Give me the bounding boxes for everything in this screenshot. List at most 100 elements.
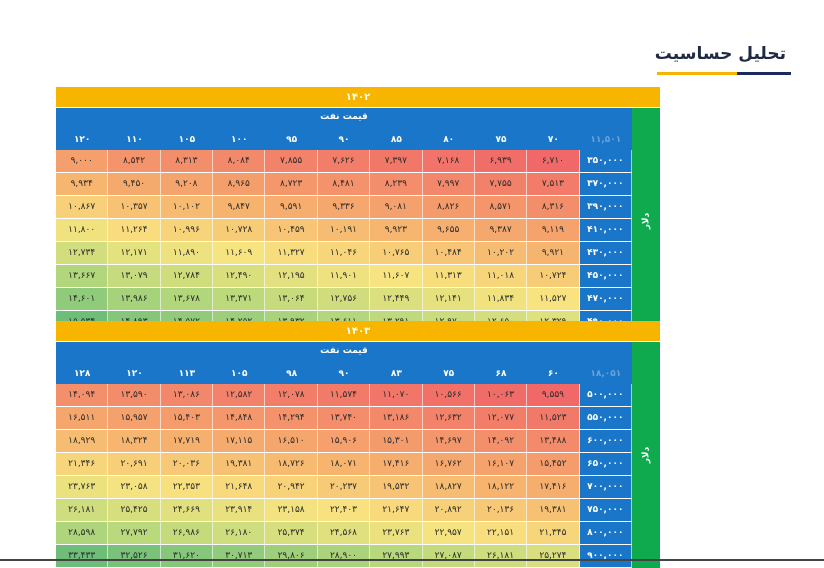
- value-cell: ۳۲,۵۲۶: [108, 545, 161, 567]
- dollar-label: دلار: [640, 212, 651, 230]
- value-cell: ۱۱,۵۲۳: [527, 407, 580, 429]
- sensitivity-table-1403: ۱۴۰۳ قیمت نفت ۱۲۸ ۱۲۰ ۱۱۳ ۱۰۵ ۹۸ ۹۰ ۸۳ ۷۵ ۶۸ ۶۰ ۱۸,۰…: [56, 321, 660, 568]
- value-cell: ۱۲,۱۷۱: [108, 242, 161, 264]
- value-cell: ۱۸,۰۷۱: [317, 453, 371, 475]
- value-cell: ۱۱,۶۰۷: [370, 265, 423, 287]
- value-cell: ۹,۹۲۳: [370, 219, 423, 241]
- row-label: ۷۰۰,۰۰۰: [579, 476, 632, 498]
- row-label: ۶۰۰,۰۰۰: [579, 430, 632, 452]
- value-cell: ۲۳,۷۶۳: [56, 476, 109, 498]
- value-cell: ۹,۸۴۷: [213, 196, 266, 218]
- corner-value: ۱۸,۰۵۱: [590, 368, 622, 379]
- value-cell: ۱۰,۸۶۷: [56, 196, 109, 218]
- value-cell: ۹,۴۵۰: [108, 173, 161, 195]
- value-cell: ۲۶,۱۸۱: [56, 499, 109, 521]
- value-cell: ۷,۹۹۷: [422, 173, 475, 195]
- value-cell: ۹,۱۱۹: [527, 219, 580, 241]
- value-cell: ۹,۲۰۸: [160, 173, 214, 195]
- value-cell: ۱۱,۳۱۳: [422, 265, 475, 287]
- row-label: ۷۵۰,۰۰۰: [579, 499, 632, 521]
- value-cell: ۱۱,۰۴۶: [317, 242, 371, 264]
- column-header: قیمت نفت ۱۲۸ ۱۲۰ ۱۱۳ ۱۰۵ ۹۸ ۹۰ ۸۳ ۷۵ ۶۸ ۶۰ ۱۸,۰۵۱: [56, 342, 632, 384]
- value-cell: ۳۳,۴۳۳: [56, 545, 109, 567]
- value-cell: ۱۱,۵۲۷: [527, 288, 580, 310]
- value-cell: ۱۰,۲۰۲: [474, 242, 528, 264]
- sensitivity-table-1402: ۱۴۰۲ قیمت نفت ۱۲۰ ۱۱۰ ۱۰۵ ۱۰۰ ۹۵ ۹۰ ۸۵ ۸۰ ۷۵ ۷۰ ۱۱,۵…: [56, 87, 660, 334]
- column-label: ۱۱۳: [178, 368, 196, 379]
- column-label: ۶۸: [495, 368, 507, 379]
- column-label: ۷۵: [495, 134, 507, 145]
- value-cell: ۹,۵۵۹: [527, 384, 580, 406]
- column-label: ۸۰: [443, 134, 455, 145]
- value-cell: ۸,۳۱۶: [527, 196, 580, 218]
- value-cell: ۱۰,۷۲۸: [213, 219, 266, 241]
- year-header: ۱۴۰۳: [56, 321, 660, 341]
- value-cell: ۱۰,۵۶۶: [422, 384, 475, 406]
- value-cell: ۱۲,۵۸۲: [213, 384, 266, 406]
- value-cell: ۱۸,۷۲۶: [265, 453, 318, 475]
- row-label: ۵۰۰,۰۰۰: [579, 384, 632, 406]
- value-cell: ۱۹,۳۸۱: [213, 453, 266, 475]
- value-cell: ۱۲,۴۴۹: [370, 288, 423, 310]
- table-row: ۲۶,۱۸۱ ۲۵,۴۲۵ ۲۴,۶۶۹ ۲۳,۹۱۴ ۲۳,۱۵۸ ۲۲,۴۰۳ ۲۱,۶…: [56, 499, 632, 522]
- value-cell: ۹,۵۹۱: [265, 196, 318, 218]
- value-cell: ۱۳,۵۹۰: [108, 384, 161, 406]
- value-cell: ۱۳,۴۸۸: [527, 430, 580, 452]
- value-cell: ۲۰,۹۴۲: [265, 476, 318, 498]
- value-cell: ۸,۳۱۳: [160, 150, 214, 172]
- page-title: تحلیل حساسیت: [654, 44, 786, 64]
- value-cell: ۳۰,۷۱۳: [213, 545, 266, 567]
- table-row: ۱۰,۸۶۷ ۱۰,۳۵۷ ۱۰,۱۰۲ ۹,۸۴۷ ۹,۵۹۱ ۹,۳۳۶ ۹,۰۸۱ ۸,…: [56, 196, 632, 219]
- value-cell: ۲۰,۶۹۱: [108, 453, 161, 475]
- table-row: ۹,۹۳۴ ۹,۴۵۰ ۹,۲۰۸ ۸,۹۶۵ ۸,۷۲۳ ۸,۴۸۱ ۸,۲۳۹ ۷,۹۹۷…: [56, 173, 632, 196]
- value-cell: ۱۶,۵۱۱: [56, 407, 109, 429]
- value-cell: ۱۰,۰۶۳: [474, 384, 528, 406]
- value-cell: ۱۲,۰۷۷: [474, 407, 528, 429]
- value-cell: ۱۶,۵۱۰: [265, 430, 318, 452]
- value-cell: ۲۷,۰۸۷: [422, 545, 475, 567]
- value-cell: ۲۸,۹۰۰: [317, 545, 371, 567]
- column-label: ۹۰: [338, 134, 350, 145]
- value-cell: ۲۲,۱۵۱: [474, 522, 528, 544]
- value-cell: ۱۳,۳۷۱: [213, 288, 266, 310]
- title-underline: [657, 72, 791, 75]
- value-cell: ۱۸,۳۲۴: [108, 430, 161, 452]
- value-cell: ۱۴,۰۹۴: [56, 384, 109, 406]
- table-row: ۱۶,۵۱۱ ۱۵,۹۵۷ ۱۵,۴۰۳ ۱۴,۸۴۸ ۱۴,۲۹۴ ۱۳,۷۴۰ ۱۳,۱…: [56, 407, 632, 430]
- value-cell: ۱۲,۷۸۴: [160, 265, 214, 287]
- value-cell: ۱۷,۴۱۶: [527, 476, 580, 498]
- value-cell: ۱۳,۶۶۷: [56, 265, 109, 287]
- value-cell: ۲۶,۹۸۶: [160, 522, 214, 544]
- value-cell: ۸,۵۴۲: [108, 150, 161, 172]
- table-row: ۱۲,۷۳۴ ۱۲,۱۷۱ ۱۱,۸۹۰ ۱۱,۶۰۹ ۱۱,۳۲۷ ۱۱,۰۴۶ ۱۰,۷…: [56, 242, 632, 265]
- value-cell: ۲۲,۴۰۳: [317, 499, 371, 521]
- value-cell: ۹,۹۳۴: [56, 173, 109, 195]
- value-cell: ۱۱,۸۹۰: [160, 242, 214, 264]
- value-cell: ۱۲,۱۹۵: [265, 265, 318, 287]
- column-label: ۹۵: [286, 134, 298, 145]
- value-cell: ۸,۸۲۶: [422, 196, 475, 218]
- value-cell: ۱۲,۱۴۱: [422, 288, 475, 310]
- value-cell: ۱۰,۳۵۷: [108, 196, 161, 218]
- value-cell: ۹,۰۰۰: [56, 150, 109, 172]
- value-cell: ۲۵,۴۲۵: [108, 499, 161, 521]
- value-cell: ۲۰,۰۳۶: [160, 453, 214, 475]
- value-cell: ۸,۹۶۵: [213, 173, 266, 195]
- value-cell: ۲۹,۸۰۶: [265, 545, 318, 567]
- value-cell: ۶,۹۳۹: [474, 150, 528, 172]
- value-cell: ۱۸,۹۲۹: [56, 430, 109, 452]
- value-cell: ۹,۳۸۷: [474, 219, 528, 241]
- table-row: ۲۳,۷۶۳ ۲۳,۰۵۸ ۲۲,۳۵۳ ۲۱,۶۴۸ ۲۰,۹۴۲ ۲۰,۲۳۷ ۱۹,۵…: [56, 476, 632, 499]
- value-cell: ۱۱,۳۲۷: [265, 242, 318, 264]
- value-cell: ۲۷,۹۹۳: [370, 545, 423, 567]
- value-cell: ۲۲,۳۵۳: [160, 476, 214, 498]
- column-header: قیمت نفت ۱۲۰ ۱۱۰ ۱۰۵ ۱۰۰ ۹۵ ۹۰ ۸۵ ۸۰ ۷۵ ۷۰ ۱۱,۵۰۱: [56, 108, 632, 150]
- value-grid: ۹,۰۰۰ ۸,۵۴۲ ۸,۳۱۳ ۸,۰۸۴ ۷,۸۵۵ ۷,۶۲۶ ۷,۳۹۷ ۷,۱۶۸…: [56, 150, 632, 334]
- value-cell: ۱۵,۹۰۶: [317, 430, 371, 452]
- value-cell: ۱۲,۶۳۲: [422, 407, 475, 429]
- value-cell: ۸,۴۸۱: [317, 173, 371, 195]
- bottom-edge: [0, 559, 824, 561]
- value-cell: ۹,۹۲۱: [527, 242, 580, 264]
- value-cell: ۲۰,۸۹۲: [422, 499, 475, 521]
- value-cell: ۲۲,۹۵۷: [422, 522, 475, 544]
